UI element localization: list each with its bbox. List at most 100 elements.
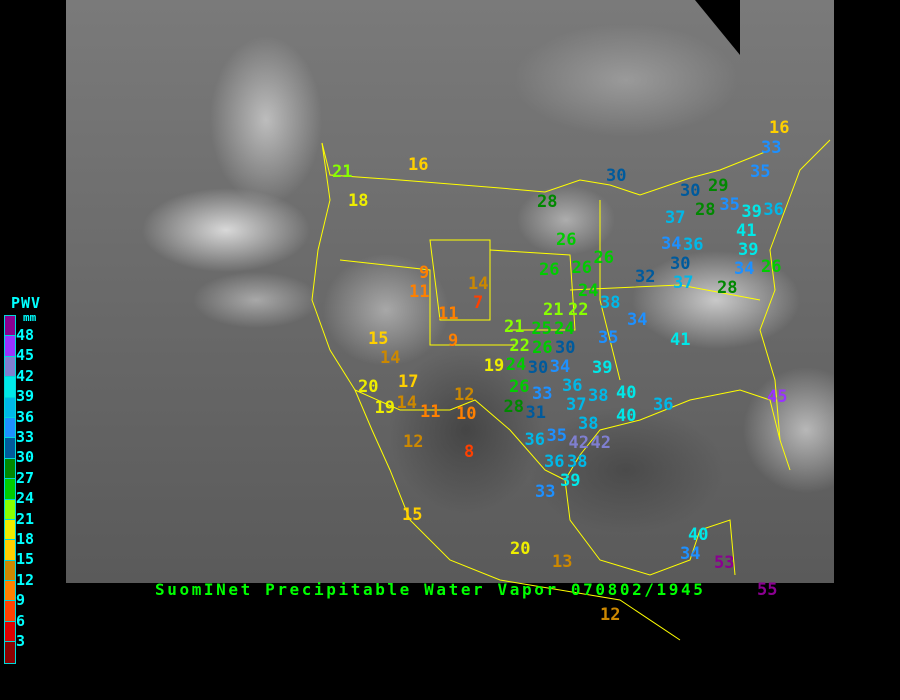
legend-tick-label: 27 <box>16 468 35 487</box>
legend-swatch <box>5 499 15 520</box>
station-pwv-value: 33 <box>761 137 782 158</box>
station-pwv-value: 11 <box>420 401 441 422</box>
us-mexico-border <box>354 389 566 481</box>
station-pwv-value: 19 <box>374 397 395 418</box>
station-pwv-value: 12 <box>403 431 424 452</box>
legend-tick-label: 30 <box>16 448 35 467</box>
station-pwv-value: 40 <box>616 382 637 403</box>
legend-swatch <box>5 540 15 561</box>
legend-tick-label: 6 <box>16 611 26 630</box>
station-pwv-value: 30 <box>527 358 549 379</box>
state-line-1 <box>429 239 491 321</box>
legend-tick-label: 18 <box>16 530 35 548</box>
state-line-2 <box>489 249 576 331</box>
legend-title: PWV <box>11 294 42 312</box>
station-pwv-value: 24 <box>578 280 599 301</box>
gulf-coastline <box>564 389 791 481</box>
station-pwv-value: 35 <box>719 195 740 215</box>
station-pwv-value: 32 <box>635 266 656 287</box>
atlantic-coastline <box>759 139 831 441</box>
legend-tick-label: 48 <box>16 326 35 344</box>
legend-swatch <box>5 397 15 418</box>
station-pwv-value: 16 <box>769 117 790 138</box>
station-pwv-value: 55 <box>757 579 778 600</box>
legend-swatch <box>5 642 15 663</box>
legend-tick-label: 9 <box>16 591 26 610</box>
station-pwv-value: 18 <box>348 190 369 211</box>
legend-unit: mm <box>23 311 37 324</box>
station-pwv-value: 22 <box>568 299 589 320</box>
legend-color-bar <box>4 315 16 664</box>
station-pwv-value: 26 <box>593 247 614 268</box>
station-pwv-value: 33 <box>535 481 556 502</box>
station-pwv-value: 31 <box>525 403 546 423</box>
station-pwv-value: 17 <box>398 371 419 392</box>
station-pwv-value: 39 <box>560 471 581 491</box>
station-pwv-value: 34 <box>680 544 701 564</box>
us-canada-border <box>321 142 771 196</box>
station-pwv-value: 21 <box>504 316 525 337</box>
station-pwv-value: 11 <box>438 303 459 324</box>
station-pwv-value: 36 <box>653 394 674 415</box>
legend-swatch <box>5 458 15 480</box>
station-pwv-value: 35 <box>598 327 619 348</box>
station-pwv-value: 39 <box>741 201 762 222</box>
station-pwv-value: 35 <box>546 425 567 446</box>
legend-swatch <box>5 316 15 337</box>
station-pwv-value: 14 <box>396 392 417 413</box>
legend-swatch <box>5 601 15 622</box>
station-pwv-value: 10 <box>456 403 477 424</box>
legend-tick-label: 3 <box>16 632 26 650</box>
station-pwv-value: 38 <box>578 413 599 434</box>
station-pwv-value: 21 <box>543 299 564 320</box>
station-pwv-value: 33 <box>532 384 553 404</box>
station-pwv-value: 7 <box>473 292 484 313</box>
legend-swatch <box>5 377 15 398</box>
station-pwv-value: 34 <box>549 356 571 377</box>
legend-swatch <box>5 417 15 439</box>
legend-tick-label: 24 <box>16 489 35 508</box>
station-pwv-value: 39 <box>592 357 613 378</box>
station-pwv-value: 30 <box>680 181 701 201</box>
legend-tick-label: 36 <box>16 407 35 426</box>
station-pwv-value: 36 <box>763 199 784 220</box>
legend-swatch <box>5 336 15 357</box>
legend-tick-label: 45 <box>16 346 35 365</box>
station-pwv-value: 28 <box>695 200 716 220</box>
station-pwv-value: 20 <box>510 538 531 559</box>
station-pwv-value: 36 <box>562 375 583 396</box>
station-pwv-value: 34 <box>661 233 682 254</box>
legend-swatch <box>5 581 15 602</box>
station-pwv-value: 37 <box>673 272 694 293</box>
station-pwv-value: 38 <box>588 385 609 406</box>
station-pwv-value: 41 <box>736 220 757 241</box>
station-pwv-value: 40 <box>616 405 637 426</box>
station-pwv-value: 30 <box>555 337 576 358</box>
station-pwv-value: 25 <box>531 318 552 339</box>
legend-swatch <box>5 519 15 541</box>
station-pwv-value: 29 <box>708 176 729 196</box>
station-pwv-value: 36 <box>544 452 565 472</box>
station-pwv-value: 26 <box>539 259 560 280</box>
legend-tick-label: 15 <box>16 550 35 569</box>
station-pwv-value: 38 <box>600 292 621 313</box>
state-line-4 <box>569 284 761 301</box>
station-pwv-value: 15 <box>402 504 423 525</box>
state-line-5 <box>599 200 621 381</box>
station-pwv-value: 28 <box>717 277 738 298</box>
station-pwv-value: 9 <box>448 330 459 351</box>
station-pwv-value: 21 <box>332 161 353 182</box>
station-pwv-value: 22 <box>509 335 530 356</box>
station-pwv-value: 20 <box>358 376 379 397</box>
station-pwv-value: 34 <box>734 258 755 279</box>
station-pwv-value: 40 <box>688 525 709 545</box>
station-pwv-value: 26 <box>556 229 577 250</box>
no-data-corner <box>695 0 740 55</box>
legend-swatch <box>5 621 15 643</box>
station-pwv-value: 12 <box>454 384 475 405</box>
station-pwv-value: 16 <box>408 154 429 175</box>
station-pwv-value: 12 <box>600 604 621 625</box>
station-pwv-value: 13 <box>552 551 573 572</box>
station-pwv-value: 36 <box>524 429 545 450</box>
